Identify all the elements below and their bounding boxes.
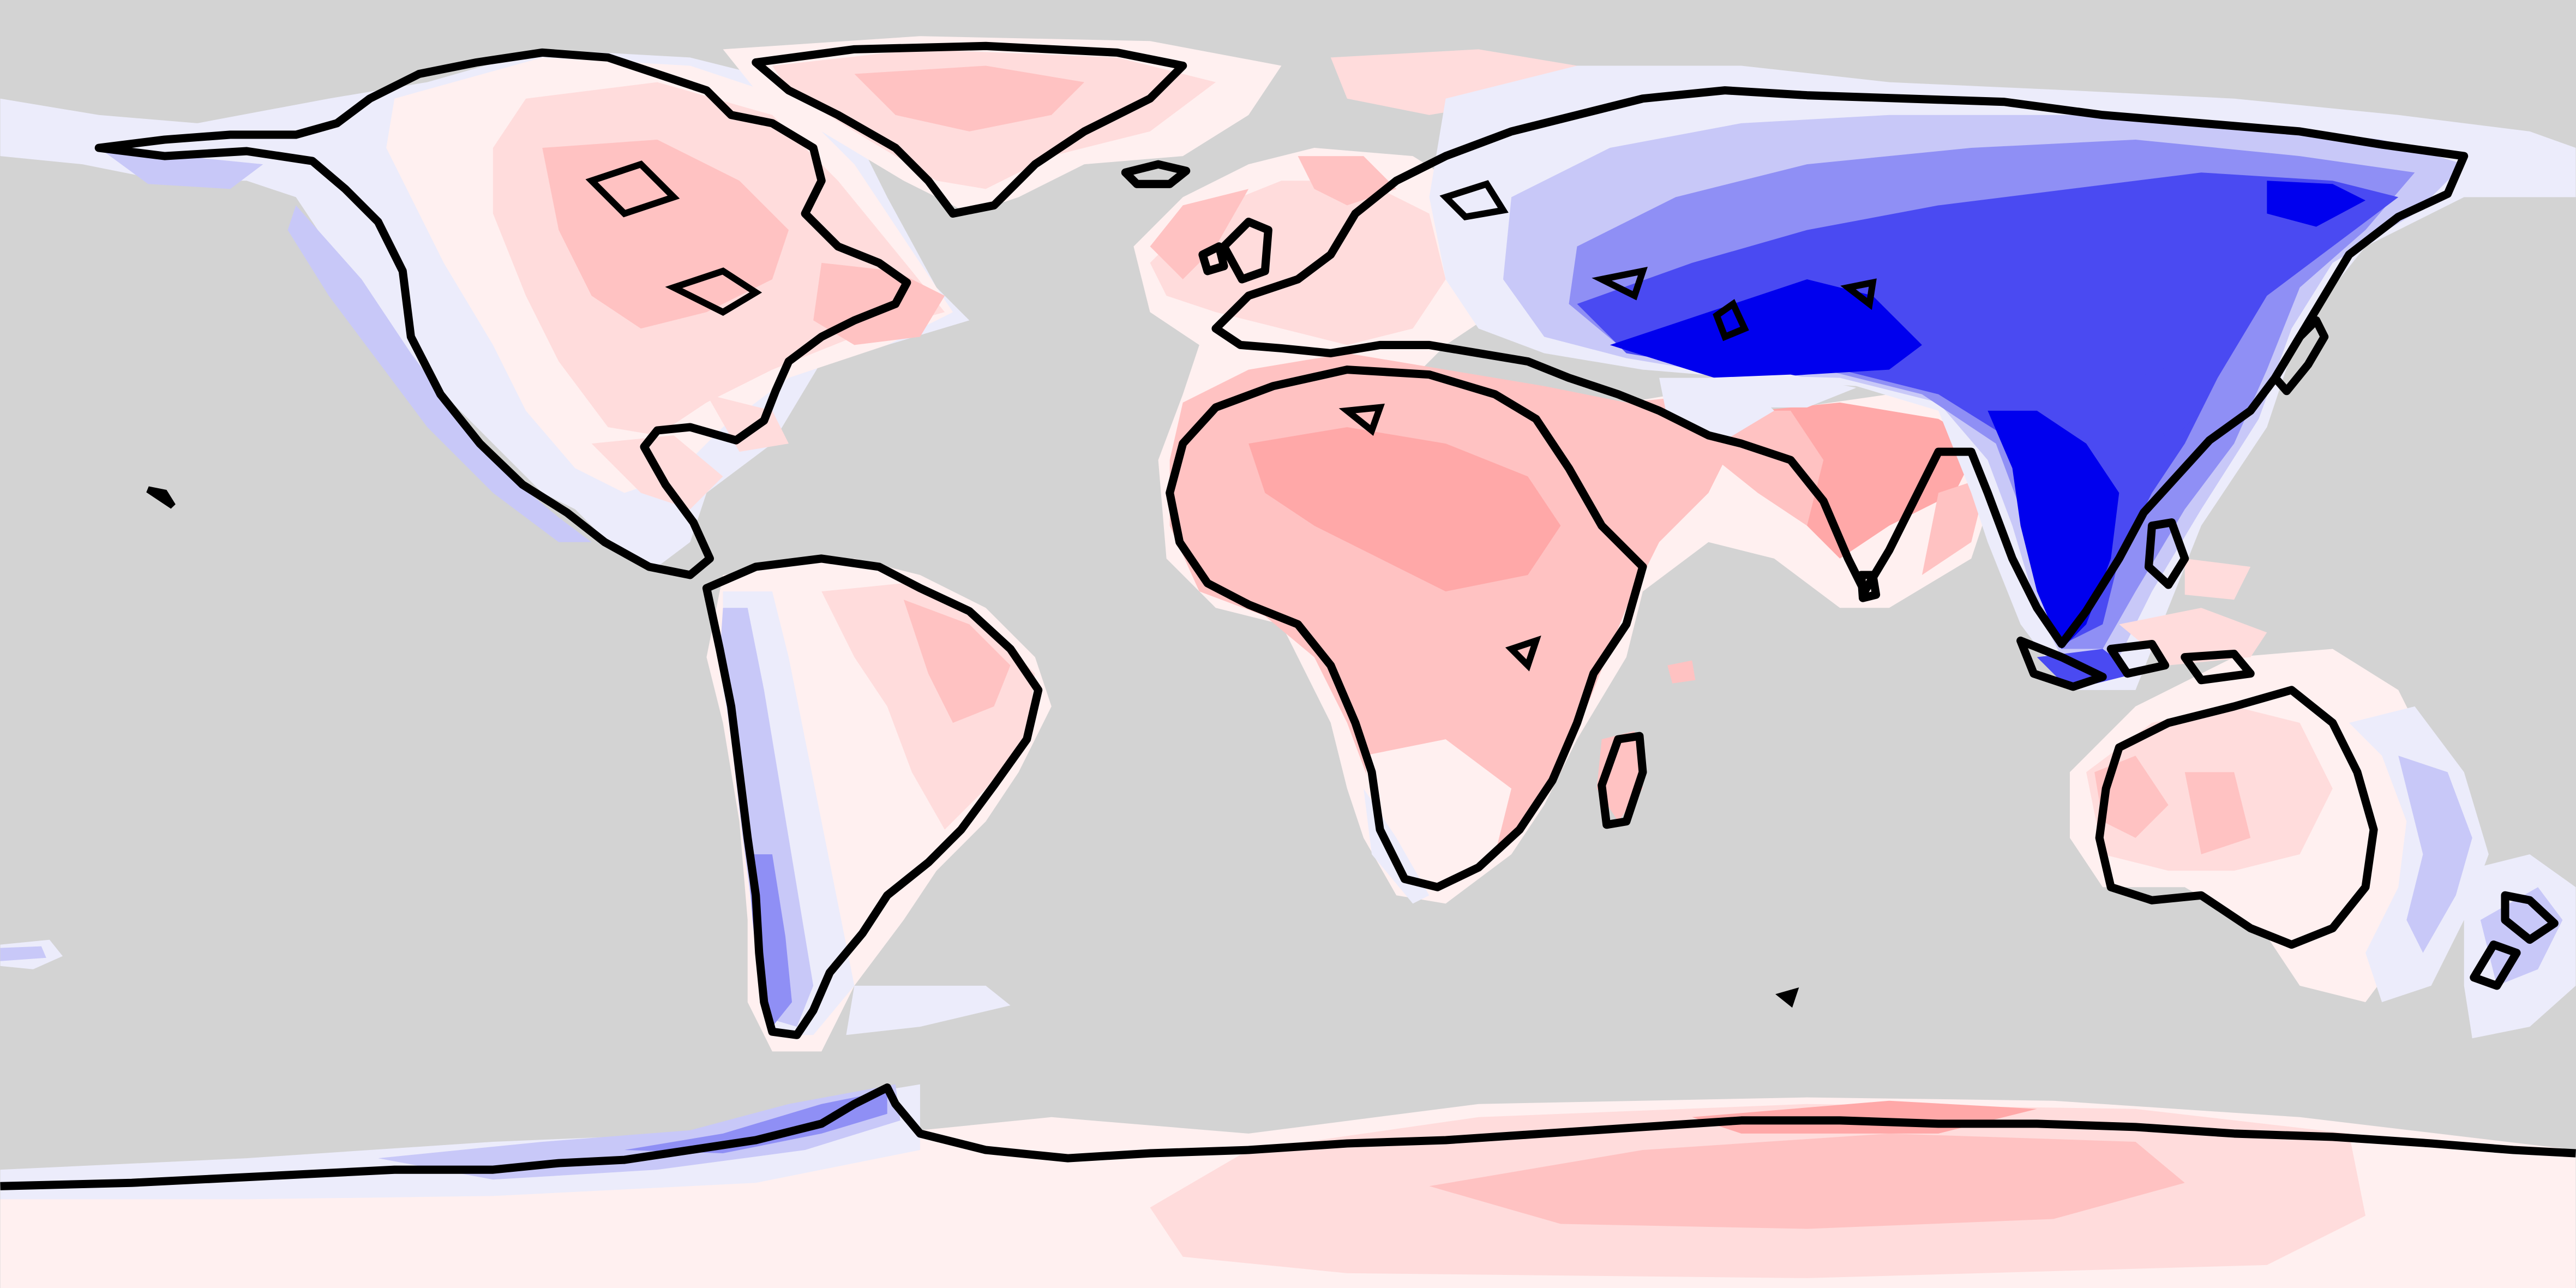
- asia-cold-field: [1429, 65, 2576, 690]
- coastline-iceland: [1121, 160, 1191, 188]
- coastline-australia: [2095, 686, 2378, 949]
- coastline-madagascar: [1598, 732, 1647, 829]
- coastline-japan: [2271, 316, 2329, 396]
- coastline-british-isles: [1198, 218, 1272, 284]
- coastline-south-america: [702, 554, 1043, 1039]
- south-america-field: [706, 558, 1052, 1052]
- coastline-antarctica: [0, 1083, 2576, 1190]
- coastline-greenland: [752, 41, 1187, 218]
- coastlines: [0, 41, 2576, 1190]
- coastline-africa: [1166, 366, 1647, 891]
- coastline-eurasia: [1211, 86, 2469, 649]
- coastline-north-america: [94, 48, 911, 579]
- coastline-philippines: [2144, 518, 2189, 589]
- antarctica-field: [0, 1084, 2576, 1288]
- coastline-new-zealand: [2470, 891, 2559, 990]
- coastline-sri-lanka: [1857, 571, 1881, 602]
- lakes-and-islands: [146, 160, 1877, 1008]
- coastline-indonesia: [2016, 636, 2255, 691]
